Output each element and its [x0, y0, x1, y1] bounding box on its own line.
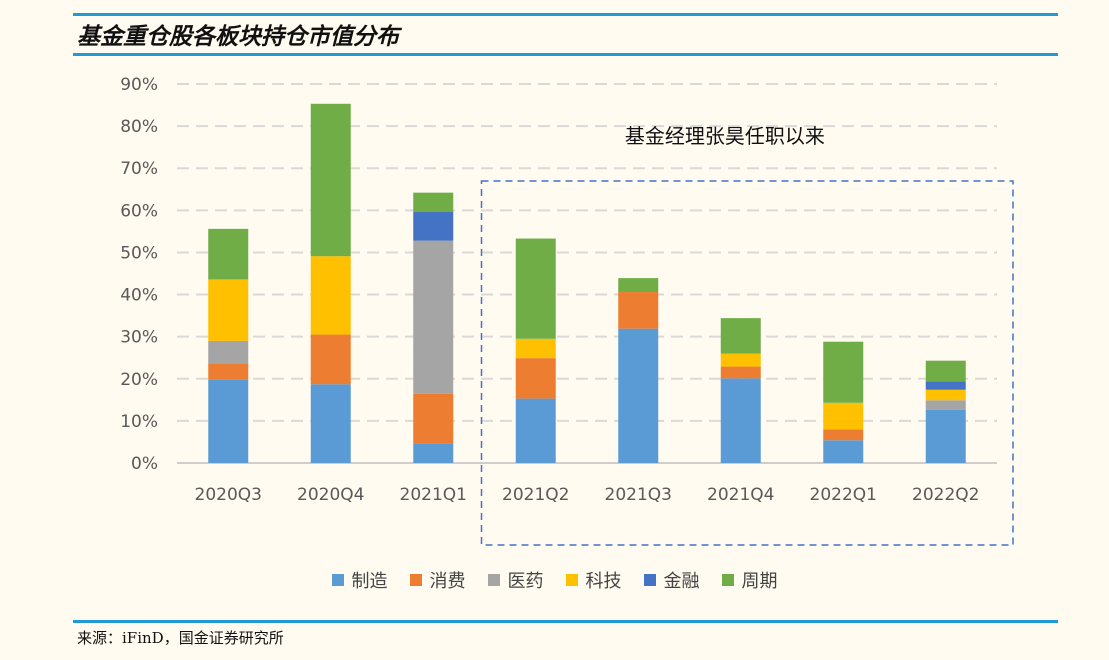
- legend-label: 医药: [507, 571, 544, 592]
- y-tick-label: 40%: [120, 286, 158, 306]
- x-tick-label: 2020Q3: [195, 485, 262, 505]
- legend-swatch: [643, 574, 656, 586]
- bar-segment: [413, 393, 454, 444]
- x-tick-label: 2021Q2: [502, 485, 569, 505]
- legend-item: 科技: [565, 567, 622, 593]
- y-tick-label: 80%: [120, 117, 158, 137]
- bar-segment: [720, 378, 761, 463]
- bar-segment: [208, 363, 249, 380]
- legend-label: 周期: [741, 571, 778, 592]
- bar-segment: [925, 400, 966, 410]
- legend-swatch: [565, 574, 578, 586]
- bar-segment: [413, 240, 454, 394]
- y-tick-label: 70%: [120, 159, 158, 179]
- bar-segment: [515, 338, 556, 359]
- bar-segment: [823, 341, 864, 403]
- x-tick-label: 2021Q1: [400, 485, 467, 505]
- legend-swatch: [409, 574, 422, 586]
- bar-segment: [925, 360, 966, 382]
- legend-item: 医药: [487, 567, 544, 593]
- legend-swatch: [721, 574, 734, 586]
- bar-segment: [310, 103, 351, 257]
- x-tick-label: 2021Q4: [707, 485, 774, 505]
- y-tick-label: 90%: [120, 75, 158, 95]
- bar-segment: [208, 279, 249, 341]
- bar-segment: [925, 389, 966, 401]
- bar-segment: [310, 334, 351, 385]
- bar-segment: [720, 366, 761, 379]
- footer-rule: [73, 620, 1058, 623]
- bar-segment: [720, 318, 761, 354]
- y-tick-label: 50%: [120, 243, 158, 263]
- bar-segment: [925, 409, 966, 463]
- bar-segment: [208, 228, 249, 280]
- bar-segment: [618, 292, 659, 329]
- source-note: 来源：iFinD，国金证券研究所: [77, 629, 284, 647]
- annotation-box: [480, 180, 1014, 546]
- title-rule: [73, 53, 1058, 56]
- bar-segment: [515, 238, 556, 339]
- y-tick-label: 60%: [120, 201, 158, 221]
- bar-segment: [208, 379, 249, 463]
- bar-segment: [208, 340, 249, 364]
- legend-label: 制造: [351, 571, 388, 592]
- legend-item: 制造: [331, 567, 388, 593]
- bar-segment: [823, 429, 864, 441]
- legend-item: 周期: [721, 567, 778, 593]
- x-tick-label: 2020Q4: [297, 485, 364, 505]
- bar-segment: [310, 256, 351, 335]
- bar-segment: [515, 398, 556, 463]
- legend-label: 金融: [663, 571, 700, 592]
- y-tick-label: 0%: [131, 454, 158, 474]
- chart-title: 基金重仓股各板块持仓市值分布: [77, 23, 399, 50]
- legend-swatch: [487, 574, 500, 586]
- y-tick-label: 30%: [120, 328, 158, 348]
- legend-label: 消费: [429, 571, 466, 592]
- bar-segment: [823, 402, 864, 430]
- bar-segment: [310, 384, 351, 463]
- bar-segment: [618, 278, 659, 293]
- bar-segment: [925, 381, 966, 390]
- bar-segment: [413, 212, 454, 241]
- bar-segment: [413, 443, 454, 463]
- y-tick-label: 20%: [120, 370, 158, 390]
- bar-segment: [720, 353, 761, 367]
- x-tick-label: 2022Q2: [912, 485, 979, 505]
- bar-segment: [618, 328, 659, 463]
- x-tick-label: 2021Q3: [605, 485, 672, 505]
- bar-segment: [515, 358, 556, 399]
- x-tick-label: 2022Q1: [810, 485, 877, 505]
- legend-label: 科技: [585, 571, 622, 592]
- legend-item: 消费: [409, 567, 466, 593]
- legend-swatch: [331, 574, 344, 586]
- annotation-text: 基金经理张昊任职以来: [625, 124, 825, 148]
- top-rule: [73, 13, 1058, 16]
- legend-item: 金融: [643, 567, 700, 593]
- bar-segment: [413, 192, 454, 213]
- legend: 制造 消费 医药 科技 金融 周期: [0, 567, 1109, 593]
- y-tick-label: 10%: [120, 412, 158, 432]
- stacked-bar-chart: 0% 10% 20% 30% 40% 50% 60% 70% 80% 90% 2020Q3 2020Q…: [120, 75, 1014, 546]
- bar-segment: [823, 440, 864, 463]
